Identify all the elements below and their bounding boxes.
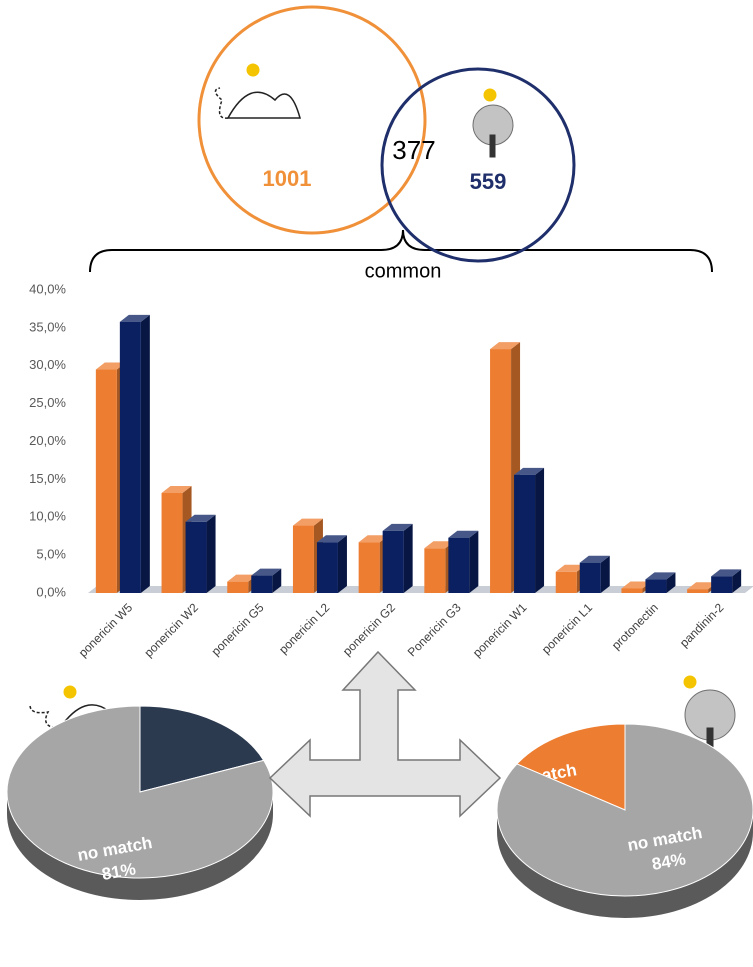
bar-top xyxy=(95,362,126,370)
y-tick-label: 35,0% xyxy=(29,319,66,334)
bar-top xyxy=(251,568,282,576)
bar-front xyxy=(251,575,273,593)
venn-count: 559 xyxy=(470,169,507,194)
bar-front xyxy=(448,537,470,593)
bar-side xyxy=(403,523,413,593)
bar-front xyxy=(424,548,446,593)
x-tick-label: ponericin W5 xyxy=(76,600,136,660)
x-tick-label: ponericin L1 xyxy=(539,600,595,656)
y-tick-label: 0,0% xyxy=(36,584,66,599)
bar-front xyxy=(621,588,643,593)
bar-top xyxy=(621,581,652,589)
y-tick-label: 10,0% xyxy=(29,509,66,524)
x-tick-label: ponericin G2 xyxy=(340,600,398,658)
bar-side xyxy=(206,514,216,593)
bar-top xyxy=(448,530,479,538)
bar-top xyxy=(514,467,545,475)
bar-front xyxy=(490,349,512,593)
bar-top xyxy=(579,555,610,563)
bar-top xyxy=(645,572,676,580)
venn-set xyxy=(380,67,576,263)
bar-side xyxy=(469,530,479,593)
pie-slice xyxy=(496,723,753,897)
tree-icon xyxy=(472,104,736,759)
pie-slice xyxy=(516,723,626,811)
bar-top xyxy=(711,569,742,577)
venn-set xyxy=(197,5,427,235)
bar xyxy=(645,572,676,593)
pie-slice xyxy=(6,705,274,879)
bar-front xyxy=(316,542,338,593)
bar-side xyxy=(535,467,545,593)
bar-front xyxy=(711,576,733,593)
bar-side xyxy=(600,555,610,593)
venn-intersection: 377 xyxy=(392,135,435,165)
pie-side xyxy=(497,810,753,918)
y-tick-label: 15,0% xyxy=(29,471,66,486)
bar-front xyxy=(382,530,404,593)
bar-top xyxy=(490,342,521,350)
y-tick-label: 25,0% xyxy=(29,395,66,410)
bar-front xyxy=(292,525,314,593)
y-tick-label: 5,0% xyxy=(36,547,66,562)
bar-front xyxy=(119,321,141,593)
bar-front xyxy=(227,581,249,593)
bar-top xyxy=(687,582,718,590)
x-tick-label: ponericin G5 xyxy=(209,600,267,658)
bar-front xyxy=(185,521,207,593)
bar xyxy=(185,514,216,593)
bar-top xyxy=(316,535,347,543)
bar-side xyxy=(732,569,742,593)
bar-front xyxy=(95,369,117,593)
bar-side xyxy=(337,535,347,593)
bar-side xyxy=(272,568,282,593)
bar-front xyxy=(645,579,667,593)
bar-top xyxy=(185,514,216,522)
bar xyxy=(119,314,150,593)
bar-front xyxy=(358,542,380,593)
brace xyxy=(89,229,713,273)
bar-front xyxy=(161,493,183,593)
x-tick-label: ponericin W1 xyxy=(470,600,530,660)
y-tick-label: 40,0% xyxy=(29,281,66,296)
annotation: common xyxy=(365,260,442,282)
x-tick-label: pandinin-2 xyxy=(677,600,727,650)
y-tick-label: 30,0% xyxy=(29,357,66,372)
bar-front xyxy=(579,562,601,593)
arrow xyxy=(268,650,502,818)
bar-top xyxy=(227,574,258,582)
x-tick-label: Ponericin G3 xyxy=(405,600,464,659)
venn-count: 1001 xyxy=(263,166,312,191)
bar-top xyxy=(161,486,192,494)
bar xyxy=(424,541,455,593)
bar-top xyxy=(358,535,389,543)
sun-icon xyxy=(63,63,697,699)
pie-slice xyxy=(139,705,265,793)
bar-front xyxy=(555,571,577,593)
bar xyxy=(251,568,282,593)
bar xyxy=(514,467,545,593)
x-tick-label: ponericin L2 xyxy=(276,600,332,656)
x-tick-label: ponericin W2 xyxy=(141,600,201,660)
bar xyxy=(316,535,347,593)
bar-front xyxy=(687,589,709,593)
bar-top xyxy=(292,518,323,526)
y-tick-label: 20,0% xyxy=(29,433,66,448)
bar-side xyxy=(666,572,676,593)
bar-top xyxy=(119,314,150,322)
bar-top xyxy=(424,541,455,549)
bar-side xyxy=(140,314,150,593)
bar xyxy=(448,530,479,593)
x-tick-label: protonectin xyxy=(609,600,661,652)
bar xyxy=(711,569,742,593)
bar-front xyxy=(514,474,536,593)
bar-top xyxy=(555,564,586,572)
bar-top xyxy=(382,523,413,531)
bar xyxy=(579,555,610,593)
bar xyxy=(382,523,413,593)
pie-side xyxy=(7,792,273,900)
